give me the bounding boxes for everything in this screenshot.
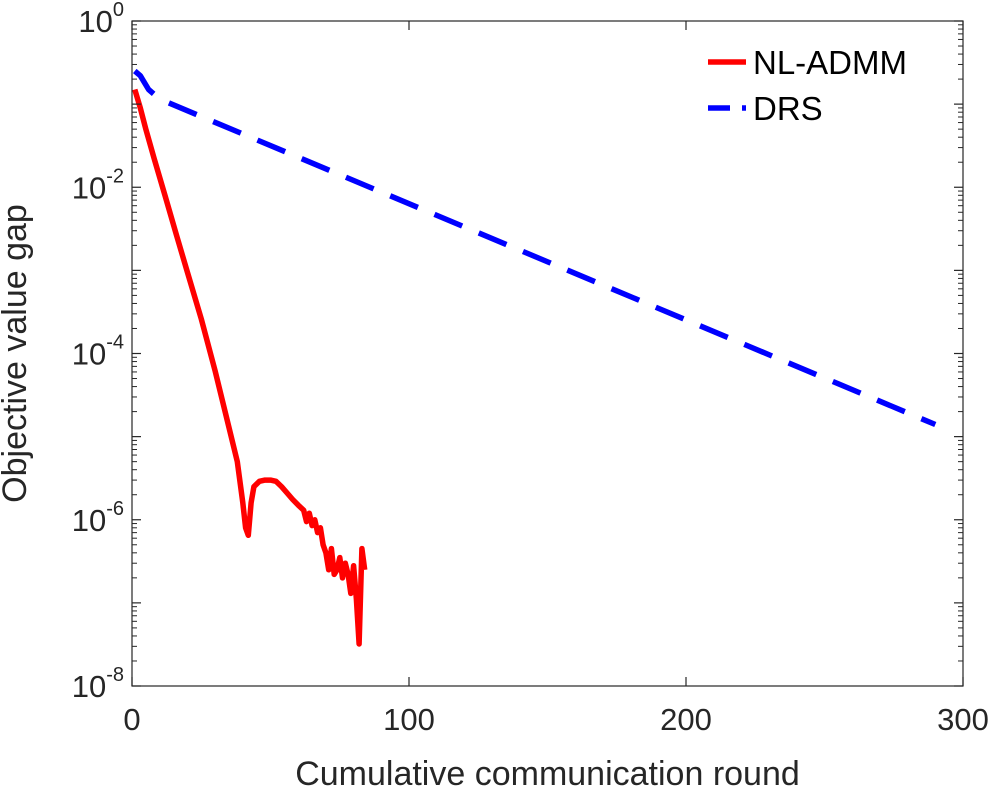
x-tick-label: 100	[383, 702, 435, 737]
y-tick-exponent: -2	[106, 165, 124, 187]
axes-box	[131, 20, 964, 687]
y-tick-base: 10	[72, 503, 106, 538]
y-tick-base: 10	[72, 170, 106, 205]
y-axis-label: Objective value gap	[0, 204, 34, 503]
y-tick-label: 100	[78, 0, 124, 39]
series-line-drs	[133, 68, 937, 428]
y-tick-exponent: 0	[113, 0, 124, 21]
y-tick-label: 10-6	[72, 498, 124, 538]
x-tick-label: 200	[660, 702, 712, 737]
y-tick-base: 10	[72, 669, 106, 704]
y-tick-base: 10	[72, 337, 106, 372]
series-line-nl-admm	[132, 88, 368, 647]
y-tick-exponent: -4	[106, 332, 124, 354]
x-axis-label: Cumulative communication round	[295, 755, 800, 788]
x-tick-label: 300	[937, 702, 989, 737]
legend: NL-ADMM DRS	[708, 44, 907, 127]
legend-label-nl-admm: NL-ADMM	[753, 44, 907, 81]
y-tick-exponent: -6	[106, 498, 124, 520]
x-tick-label: 0	[123, 702, 140, 737]
ticks-layer	[131, 20, 964, 687]
y-tick-base: 10	[78, 4, 112, 39]
y-tick-label: 10-4	[72, 332, 124, 372]
legend-label-drs: DRS	[753, 90, 823, 127]
series-layer	[132, 68, 937, 647]
y-tick-label: 10-2	[72, 165, 124, 205]
y-tick-label: 10-8	[72, 664, 124, 704]
y-tick-exponent: -8	[106, 664, 124, 686]
